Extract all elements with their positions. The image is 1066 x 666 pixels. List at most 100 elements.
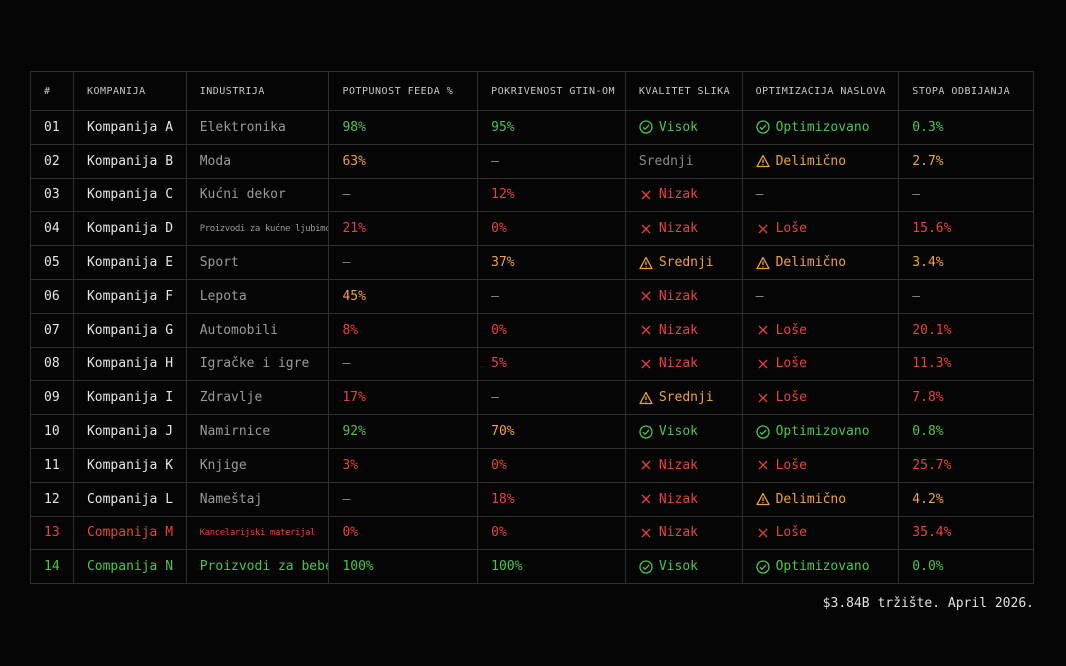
cell-text: – <box>342 356 351 372</box>
bounce-rate: 20.1% <box>898 313 1033 347</box>
gtin-coverage: – <box>477 144 625 178</box>
title-optimization: Delimično <box>741 246 899 279</box>
table-row: 12 Companija L Nameštaj – 18% Nizak Delimično 4… <box>31 481 1033 516</box>
bounce-rate: 35.4% <box>898 516 1033 550</box>
header-text: POKRIVENOST GTIN-OM <box>491 85 616 97</box>
gtin-coverage: 12% <box>477 178 625 212</box>
company-name: Companija M <box>72 516 186 550</box>
cell-text: 02 <box>44 153 60 169</box>
industry: Sport <box>185 246 329 279</box>
row-index: 13 <box>31 517 73 550</box>
data-table: # KOMPANIJA INDUSTRIJA POTPUNOST FEEDA % POK… <box>30 71 1034 585</box>
cell-text: 0% <box>491 525 507 541</box>
cell-text: Delimično <box>775 491 847 507</box>
cell-text: Knjige <box>199 457 247 473</box>
title-optimization: Loše <box>741 313 899 347</box>
cell-text: 0% <box>491 322 507 338</box>
status-icon <box>755 120 770 135</box>
table-row: 13 Companija M Kancelarijski materijal 0% 0%… <box>31 515 1033 550</box>
feed-completeness: 8% <box>328 313 477 347</box>
status-icon <box>755 560 770 574</box>
image-quality: Visok <box>624 550 742 584</box>
cell-text: 3% <box>342 457 359 473</box>
cell-text: Kompanija F <box>86 288 174 304</box>
column-header: POTPUNOST FEEDA % <box>328 72 477 110</box>
company-name: Kompanija I <box>72 381 186 415</box>
cell-text: Kompanija J <box>86 424 174 440</box>
row-index: 08 <box>31 348 73 381</box>
cell-text: Srednji <box>638 153 694 169</box>
company-name: Kompanija F <box>72 279 186 313</box>
status-icon <box>758 460 768 470</box>
header-text: KOMPANIJA <box>86 85 146 97</box>
cell-text: 0% <box>491 457 507 473</box>
cell-text: 25.7% <box>912 457 952 473</box>
table-row: 10 Kompanija J Namirnice 92% 70% Visok Optimiz… <box>31 414 1033 448</box>
cell-text: Proizvodi za bebe <box>199 559 329 575</box>
cell-text: 0.8% <box>912 424 944 440</box>
cell-text: Nameštaj <box>199 491 263 507</box>
cell-text: – <box>342 255 351 271</box>
image-quality: Visok <box>624 111 742 144</box>
status-icon <box>755 256 770 269</box>
image-quality: Nizak <box>624 448 742 482</box>
cell-text: 7.8% <box>912 390 944 406</box>
company-name: Kompanija A <box>72 111 186 144</box>
gtin-coverage: 5% <box>477 347 625 381</box>
cell-text: Kompanija E <box>86 255 174 271</box>
title-optimization: Loše <box>741 381 899 415</box>
row-index: 12 <box>31 483 73 516</box>
cell-text: Sport <box>199 255 239 271</box>
column-header: KVALITET SLIKA <box>624 72 742 110</box>
cell-text: Kompanija D <box>86 221 174 237</box>
cell-text: 70% <box>491 424 515 440</box>
column-header: STOPA ODBIJANJA <box>898 72 1033 110</box>
feed-completeness: – <box>328 347 477 381</box>
industry: Lepota <box>185 279 329 313</box>
status-icon <box>755 493 770 506</box>
cell-text: 35.4% <box>912 525 952 541</box>
cell-text: Loše <box>775 322 807 338</box>
table-row: 03 Kompanija C Kućni dekor – 12% Nizak – – <box>31 177 1033 212</box>
cell-text: – <box>912 187 921 203</box>
feed-completeness: 100% <box>328 550 477 584</box>
cell-text: 0% <box>342 525 359 541</box>
row-index: 06 <box>31 280 73 313</box>
gtin-coverage: 100% <box>477 550 625 584</box>
cell-text: 95% <box>491 119 515 135</box>
cell-text: – <box>342 491 351 507</box>
image-quality: Nizak <box>624 279 742 313</box>
gtin-coverage: 0% <box>477 448 625 482</box>
cell-text: 92% <box>342 424 366 440</box>
cell-text: Visok <box>658 559 698 575</box>
cell-text: 21% <box>342 221 366 237</box>
cell-text: 3.4% <box>912 255 944 271</box>
company-name: Kompanija J <box>72 415 186 448</box>
industry: Elektronika <box>185 111 329 144</box>
status-icon <box>758 224 768 234</box>
table-row: 04 Kompanija D Proizvodi za kućne ljubimce… <box>31 211 1033 246</box>
image-quality: Srednji <box>624 246 742 279</box>
gtin-coverage: 37% <box>477 246 625 279</box>
status-icon <box>641 224 651 234</box>
cell-text: 07 <box>44 322 60 338</box>
feed-completeness: 63% <box>328 144 477 178</box>
cell-text: 03 <box>44 187 60 203</box>
cell-text: 63% <box>342 153 366 169</box>
cell-text: Namirnice <box>199 424 271 440</box>
cell-text: Loše <box>775 221 807 237</box>
status-icon <box>755 424 770 439</box>
cell-text: 10 <box>44 424 60 440</box>
cell-text: Igračke i igre <box>199 356 310 372</box>
cell-text: Optimizovano <box>775 424 870 440</box>
cell-text: 01 <box>44 119 60 135</box>
column-header: OPTIMIZACIJA NASLOVA <box>741 72 899 110</box>
feed-completeness: 98% <box>328 111 477 144</box>
image-quality: Nizak <box>624 178 742 212</box>
industry: Kancelarijski materijal <box>185 516 329 550</box>
cell-text: 8% <box>342 322 359 338</box>
title-optimization: Loše <box>741 448 899 482</box>
cell-text: Loše <box>775 390 807 406</box>
cell-text: Nizak <box>658 288 698 304</box>
cell-text: Nizak <box>658 491 698 507</box>
